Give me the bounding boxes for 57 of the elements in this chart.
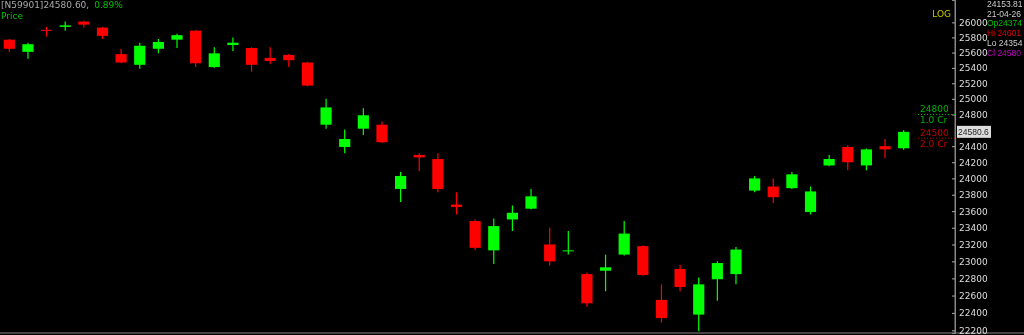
candlestick (674, 264, 686, 292)
ref-line-label: 24800 (920, 104, 949, 115)
y-tick-label: 25600 (959, 47, 988, 58)
y-tick-label: 25400 (959, 63, 988, 74)
text: Op24374 (987, 18, 1023, 29)
text: Lo 24354 (987, 37, 1023, 48)
y-tick-label: 25800 (959, 32, 988, 43)
text: Cl 24580 (987, 47, 1022, 58)
chart-subtitle: 0.89% (94, 0, 124, 10)
annotation: 2.0 Cr (920, 139, 948, 150)
y-tick-label: 23600 (959, 206, 988, 217)
y-tick-label: 24000 (959, 173, 988, 184)
candlestick (376, 120, 388, 144)
candlestick (618, 220, 630, 257)
candlestick (544, 227, 556, 267)
y-tick-label: 24800 (959, 109, 988, 120)
candlestick (320, 98, 332, 130)
text: 21-04-26 (987, 8, 1022, 19)
y-axis-title: Price (1, 11, 24, 21)
candlestick (562, 230, 574, 256)
candlestick (171, 33, 183, 49)
candlestick (711, 260, 723, 302)
text: LOG (932, 9, 952, 19)
ref-line-label: 24500 (920, 128, 949, 139)
y-tick-label: 23800 (959, 190, 988, 201)
candlestick (842, 144, 854, 171)
y-tick-label: 23000 (959, 256, 988, 267)
y-tick-label: 22800 (959, 273, 988, 284)
candlestick (804, 185, 817, 216)
candlestick (339, 128, 351, 154)
candlestick (655, 283, 668, 324)
y-tick-label: 24400 (959, 141, 988, 152)
y-tick-label: 22400 (959, 308, 988, 319)
annotation: 1.0 Cr (920, 115, 948, 126)
candlestick (395, 171, 407, 203)
candlestick (898, 129, 910, 151)
y-tick-label: 24200 (959, 157, 988, 168)
candlestick (208, 46, 220, 69)
y-tick-label: 25200 (959, 78, 988, 89)
y-tick-label: 26000 (959, 17, 988, 28)
y-tick-label: 22600 (959, 290, 988, 301)
text: Hi 24601 (987, 28, 1022, 39)
y-tick-label: 25000 (959, 94, 988, 105)
candlestick (599, 253, 612, 292)
y-tick-label: 23200 (959, 239, 988, 250)
candlestick (525, 188, 537, 211)
y-tick-label: 23400 (959, 223, 988, 234)
candlestick (245, 46, 258, 73)
chart-title: [N59901]24580.60, (1, 0, 90, 10)
candlestick (134, 42, 146, 70)
y-tick-label: 22200 (959, 325, 988, 335)
candlestick (357, 107, 369, 136)
text: 24153.81 (987, 0, 1023, 9)
candlestick (301, 61, 314, 87)
text: 24580.6 (958, 126, 989, 137)
candlestick (767, 177, 779, 204)
candlestick (879, 138, 891, 159)
